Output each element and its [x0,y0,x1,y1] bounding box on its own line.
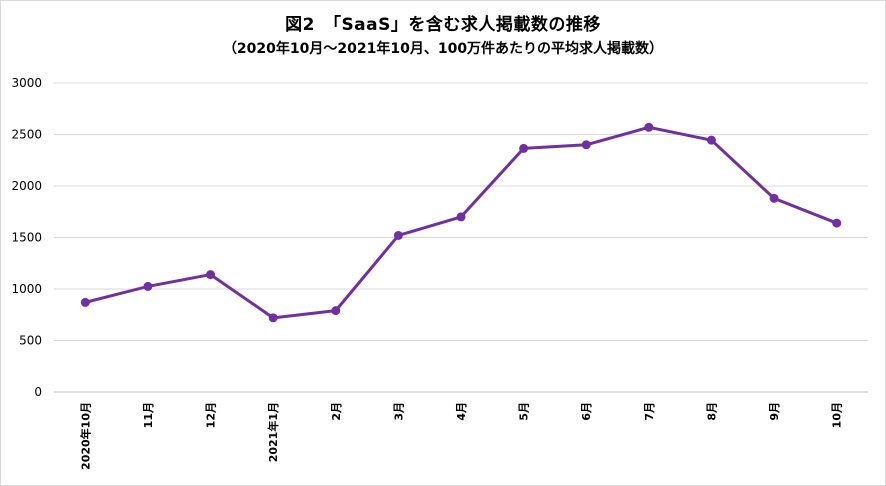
chart-subtitle: （2020年10月～2021年10月、100万件あたりの平均求人掲載数） [222,41,664,57]
y-tick-label: 3000 [11,76,42,90]
y-tick-label: 2000 [11,179,42,193]
x-tick-label: 12月 [205,402,218,428]
data-point [769,193,779,203]
y-tick-label: 0 [34,385,42,399]
x-tick-label: 11月 [142,402,155,428]
data-point [80,297,90,307]
data-point [143,281,153,291]
x-tick-label: 5月 [518,402,531,421]
y-tick-label: 500 [19,334,42,348]
y-tick-label: 2500 [11,128,42,142]
data-point [832,218,842,228]
x-tick-label: 4月 [455,402,468,421]
data-point [206,270,216,280]
x-tick-label: 2月 [330,402,343,421]
chart-title: 図2 「SaaS」を含む求人掲載数の推移 [285,15,601,35]
x-tick-label: 6月 [580,402,593,421]
data-point [581,140,591,150]
x-tick-label: 2021年1月 [266,402,280,462]
data-point [519,143,529,153]
x-tick-label: 3月 [392,402,405,421]
x-tick-label: 7月 [643,402,656,421]
y-tick-label: 1000 [11,282,42,296]
data-point [706,135,716,145]
x-tick-label: 9月 [768,402,781,421]
x-tick-label: 2020年10月 [78,402,92,470]
x-tick-label: 8月 [705,402,718,421]
data-point [644,122,654,132]
data-point [331,306,341,316]
data-point [456,212,466,222]
data-point [268,313,278,323]
data-point [393,230,403,240]
x-tick-label: 10月 [831,402,844,428]
y-tick-label: 1500 [11,231,42,245]
